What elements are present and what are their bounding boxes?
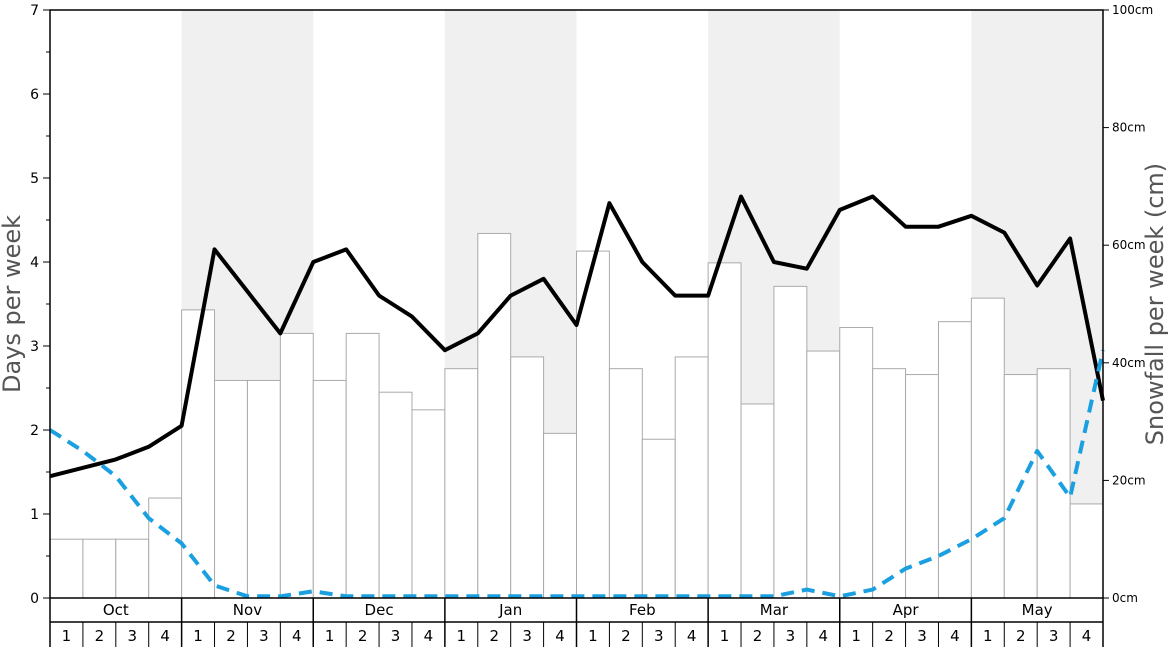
week-label: 4	[555, 627, 565, 645]
snowfall-bar	[214, 379, 248, 599]
month-label: Jan	[498, 601, 522, 619]
left-tick-label: 6	[30, 87, 39, 103]
month-label: May	[1022, 601, 1053, 619]
snowfall-bar	[378, 391, 413, 599]
week-label: 3	[391, 627, 401, 645]
left-axis-label: Days per week	[0, 215, 26, 393]
week-label: 2	[489, 627, 499, 645]
left-tick-label: 3	[30, 339, 39, 355]
week-label: 1	[193, 627, 203, 645]
week-label: 2	[95, 627, 105, 645]
week-label: 3	[1049, 627, 1059, 645]
snowfall-bar	[345, 332, 380, 599]
days-solid-line	[49, 194, 1105, 479]
snowfall-bar	[773, 285, 808, 599]
snowfall-bar	[806, 350, 841, 599]
month-label: Nov	[233, 601, 262, 619]
week-label: 2	[753, 627, 763, 645]
week-label: 2	[621, 627, 631, 645]
snowfall-bar	[608, 368, 643, 599]
right-tick-label: 0cm	[1112, 591, 1138, 605]
days-dashed-line	[48, 349, 1105, 599]
week-label: 1	[62, 627, 72, 645]
week-label: 3	[654, 627, 664, 645]
snowfall-bar	[312, 379, 347, 599]
snowfall-bar	[543, 432, 577, 599]
snowfall-bar	[707, 262, 742, 599]
snowfall-bar	[49, 538, 84, 599]
snowfall-bar	[872, 368, 907, 599]
snowfall-bar	[641, 438, 676, 599]
week-label: 1	[720, 627, 730, 645]
week-label: 4	[424, 627, 434, 645]
snowfall-bar	[148, 497, 183, 599]
snowfall-bar	[1069, 503, 1104, 599]
snowfall-bar	[279, 332, 314, 599]
left-tick-label: 5	[30, 171, 39, 187]
snowfall-bar	[937, 321, 972, 599]
left-tick-label: 2	[30, 423, 39, 439]
week-label: 4	[950, 627, 960, 645]
week-label: 3	[522, 627, 532, 645]
month-label: Feb	[629, 601, 656, 619]
month-label: Dec	[365, 601, 394, 619]
week-label: 1	[983, 627, 993, 645]
snowfall-bar	[411, 409, 446, 599]
week-label: 2	[884, 627, 894, 645]
week-label: 3	[259, 627, 269, 645]
right-tick-label: 80cm	[1112, 121, 1146, 135]
snowfall-bar	[905, 374, 939, 599]
week-label: 1	[851, 627, 861, 645]
week-label: 4	[160, 627, 170, 645]
left-tick-label: 0	[30, 591, 39, 607]
week-label: 2	[358, 627, 368, 645]
snowfall-bar	[839, 327, 874, 599]
month-label: Oct	[103, 601, 129, 619]
snowfall-bar	[82, 538, 117, 599]
snowfall-bar	[477, 232, 512, 599]
snowfall-bar	[1036, 368, 1071, 599]
week-label: 4	[1082, 627, 1092, 645]
snowfall-bar	[444, 368, 479, 599]
right-tick-label: 40cm	[1112, 356, 1146, 370]
week-label: 3	[786, 627, 796, 645]
left-tick-label: 1	[30, 507, 39, 523]
snowfall-bar	[740, 403, 775, 599]
snowfall-bar	[510, 356, 545, 599]
right-tick-label: 20cm	[1112, 473, 1146, 487]
week-label: 1	[325, 627, 335, 645]
week-label: 2	[226, 627, 236, 645]
left-tick-label: 7	[30, 3, 39, 19]
month-label: Apr	[893, 601, 920, 619]
snowfall-bar	[674, 356, 709, 599]
week-label: 4	[687, 627, 697, 645]
week-label: 3	[917, 627, 927, 645]
week-label: 3	[127, 627, 137, 645]
snowfall-bar	[246, 379, 281, 599]
right-axis-label: Snowfall per week (cm)	[1141, 163, 1168, 445]
snowfall-bar	[181, 309, 216, 599]
right-tick-label: 60cm	[1112, 238, 1146, 252]
left-tick-label: 4	[30, 255, 39, 271]
week-label: 4	[292, 627, 302, 645]
snowfall-bar	[115, 538, 150, 599]
week-label: 2	[1016, 627, 1026, 645]
right-tick-label: 100cm	[1112, 3, 1153, 17]
week-label: 1	[457, 627, 467, 645]
week-label: 1	[588, 627, 598, 645]
week-label: 4	[819, 627, 829, 645]
snowfall-bar	[970, 297, 1005, 599]
month-label: Mar	[760, 601, 789, 619]
